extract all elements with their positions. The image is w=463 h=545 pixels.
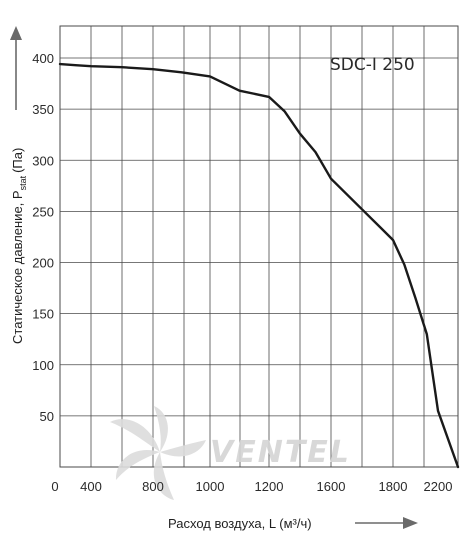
x-tick-label: 2200 bbox=[424, 479, 453, 494]
fan-icon bbox=[110, 406, 206, 500]
grid bbox=[59, 25, 459, 468]
y-tick-label: 300 bbox=[32, 153, 54, 168]
y-axis-title-unit: (Па) bbox=[10, 148, 25, 173]
y-tick-label: 400 bbox=[32, 51, 54, 66]
y-tick-label: 150 bbox=[32, 307, 54, 322]
x-tick-label: 400 bbox=[80, 479, 102, 494]
y-axis-title-sub: stat bbox=[18, 175, 28, 190]
x-tick-label: 0 bbox=[51, 479, 58, 494]
x-tick-label: 1600 bbox=[317, 479, 346, 494]
x-tick-label: 1000 bbox=[196, 479, 225, 494]
axes bbox=[10, 26, 418, 529]
watermark-text: VENTEL bbox=[210, 435, 351, 470]
x-tick-label: 1800 bbox=[379, 479, 408, 494]
x-tick-label: 800 bbox=[142, 479, 164, 494]
y-axis-arrow-head bbox=[10, 26, 22, 40]
y-tick-label: 100 bbox=[32, 358, 54, 373]
y-axis-title-main: Статическое давление, P bbox=[10, 190, 25, 344]
x-tick-labels: 0 400 800 1000 1200 1600 1800 2200 bbox=[51, 479, 452, 494]
y-tick-label: 350 bbox=[32, 102, 54, 117]
y-axis-title: Статическое давление, Pstat (Па) bbox=[10, 148, 28, 344]
y-tick-label: 250 bbox=[32, 204, 54, 219]
y-tick-label: 50 bbox=[40, 409, 54, 424]
x-axis-title: Расход воздуха, L (м³/ч) bbox=[168, 516, 312, 531]
x-tick-label: 1200 bbox=[255, 479, 284, 494]
series-points bbox=[59, 64, 459, 468]
series-line bbox=[58, 62, 460, 469]
y-tick-label: 200 bbox=[32, 256, 54, 271]
model-label: SDC-I 250 bbox=[330, 55, 415, 75]
y-tick-labels: 50 100 150 200 250 300 350 400 bbox=[32, 51, 54, 424]
watermark-logo: VENTEL bbox=[110, 406, 351, 500]
x-axis-arrow-head bbox=[403, 517, 418, 529]
plot-frame bbox=[59, 25, 459, 468]
